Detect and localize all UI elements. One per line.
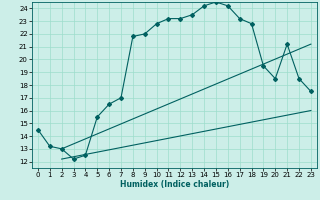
X-axis label: Humidex (Indice chaleur): Humidex (Indice chaleur) xyxy=(120,180,229,189)
